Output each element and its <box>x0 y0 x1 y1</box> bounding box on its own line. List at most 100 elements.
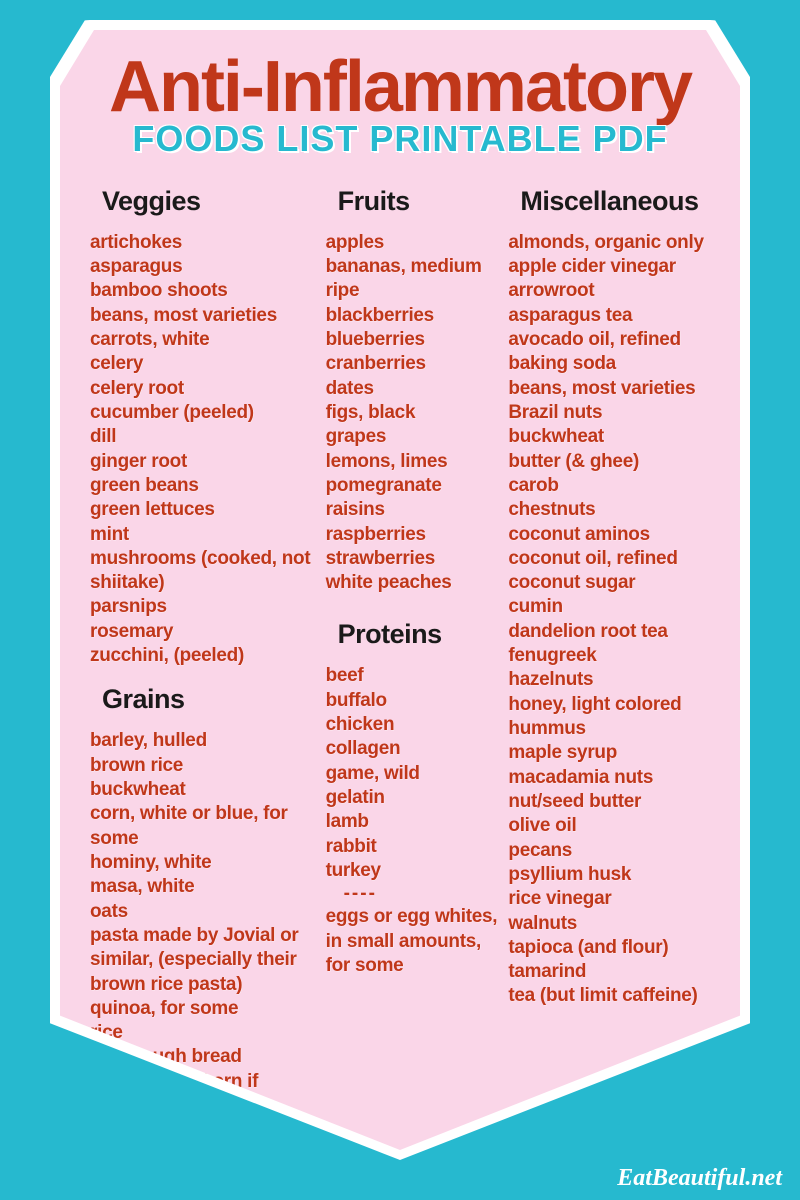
list-veggies: artichokesasparagusbamboo shootsbeans, m… <box>90 231 316 669</box>
list-item: bananas, medium ripe <box>326 255 499 304</box>
list-grains: barley, hulledbrown ricebuckwheatcorn, w… <box>90 729 316 1118</box>
list-item: artichokes <box>90 231 316 255</box>
list-item: walnuts <box>508 912 710 936</box>
list-item: beef <box>326 664 499 688</box>
list-item: avocado oil, refined <box>508 328 710 352</box>
list-item: Brazil nuts <box>508 401 710 425</box>
list-item: cranberries <box>326 352 499 376</box>
shield-container: Anti-Inflammatory FOODS LIST PRINTABLE P… <box>50 20 750 1160</box>
list-item: parsnips <box>90 595 316 619</box>
list-item: corn, white or blue, for some <box>90 802 316 851</box>
list-item: honey, light colored <box>508 693 710 717</box>
list-item: almonds, organic only <box>508 231 710 255</box>
heading-veggies: Veggies <box>102 186 316 217</box>
list-proteins-b: eggs or egg whites, in small amounts, fo… <box>326 905 499 978</box>
list-item: green beans <box>90 474 316 498</box>
list-item: tea (but limit caffeine) <box>508 984 710 1008</box>
list-item: cucumber (peeled) <box>90 401 316 425</box>
list-item: carrots, white <box>90 328 316 352</box>
list-item: turkey <box>326 859 499 883</box>
list-item: game, wild <box>326 762 499 786</box>
list-item: bamboo shoots <box>90 279 316 303</box>
list-item: rabbit <box>326 835 499 859</box>
heading-proteins: Proteins <box>338 619 499 650</box>
list-item: tamarind <box>508 960 710 984</box>
shield-inner: Anti-Inflammatory FOODS LIST PRINTABLE P… <box>60 30 740 1150</box>
list-item: chicken <box>326 713 499 737</box>
list-item: raspberries <box>326 523 499 547</box>
list-item: rosemary <box>90 620 316 644</box>
list-item: brown rice <box>90 754 316 778</box>
column-3: Miscellaneous almonds, organic onlyapple… <box>508 178 710 1098</box>
list-item: blackberries <box>326 304 499 328</box>
list-item: mushrooms (cooked, not shiitake) <box>90 547 316 596</box>
list-item: ginger root <box>90 450 316 474</box>
heading-misc: Miscellaneous <box>520 186 710 217</box>
list-item: beans, most varieties <box>508 377 710 401</box>
list-item: grapes <box>326 425 499 449</box>
title-main: Anti-Inflammatory <box>90 55 710 120</box>
list-item: olive oil <box>508 814 710 838</box>
list-item: raisins <box>326 498 499 522</box>
list-item: pecans <box>508 839 710 863</box>
list-item: quinoa, for some <box>90 997 316 1021</box>
list-item: celery <box>90 352 316 376</box>
list-item: eggs or egg whites, in small amounts, fo… <box>326 905 499 978</box>
site-credit: EatBeautiful.net <box>617 1165 782 1192</box>
list-item: macadamia nuts <box>508 766 710 790</box>
list-item: beans, most varieties <box>90 304 316 328</box>
column-2: Fruits applesbananas, medium ripeblackbe… <box>326 178 499 1098</box>
list-item: pomegranate <box>326 474 499 498</box>
list-item: asparagus <box>90 255 316 279</box>
list-item: buckwheat <box>508 425 710 449</box>
list-item: gelatin <box>326 786 499 810</box>
list-item: hominy, white <box>90 851 316 875</box>
list-item: apple cider vinegar <box>508 255 710 279</box>
list-item: baking soda <box>508 352 710 376</box>
list-item: pasta made by Jovial or similar, (especi… <box>90 924 316 997</box>
list-misc: almonds, organic onlyapple cider vinegar… <box>508 231 710 1009</box>
list-item: collagen <box>326 737 499 761</box>
list-item: psyllium husk <box>508 863 710 887</box>
list-item: asparagus tea <box>508 304 710 328</box>
list-item: buckwheat <box>90 778 316 802</box>
list-item: fenugreek <box>508 644 710 668</box>
column-1: Veggies artichokesasparagusbamboo shoots… <box>90 178 316 1098</box>
list-item: lamb <box>326 810 499 834</box>
list-item: cumin <box>508 595 710 619</box>
list-item: buffalo <box>326 689 499 713</box>
list-proteins-a: beefbuffalochickencollagengame, wildgela… <box>326 664 499 883</box>
list-item: blueberries <box>326 328 499 352</box>
list-item: carob <box>508 474 710 498</box>
columns: Veggies artichokesasparagusbamboo shoots… <box>90 178 710 1098</box>
list-item: barley, hulled <box>90 729 316 753</box>
list-item: butter (& ghee) <box>508 450 710 474</box>
heading-grains: Grains <box>102 684 316 715</box>
list-item: coconut sugar <box>508 571 710 595</box>
list-item: lemons, limes <box>326 450 499 474</box>
list-item: coconut aminos <box>508 523 710 547</box>
list-item: celery root <box>90 377 316 401</box>
list-item: dates <box>326 377 499 401</box>
list-item: rice vinegar <box>508 887 710 911</box>
list-item: maple syrup <box>508 741 710 765</box>
list-item: dill <box>90 425 316 449</box>
list-item: hummus <box>508 717 710 741</box>
list-item: white peaches <box>326 571 499 595</box>
list-item: coconut oil, refined <box>508 547 710 571</box>
list-item: oats <box>90 900 316 924</box>
title-sub: FOODS LIST PRINTABLE PDF <box>90 118 710 160</box>
list-item: hazelnuts <box>508 668 710 692</box>
list-item: masa, white <box>90 875 316 899</box>
list-item: apples <box>326 231 499 255</box>
list-item: dandelion root tea <box>508 620 710 644</box>
list-item: tapioca (and flour) <box>508 936 710 960</box>
list-item: nut/seed butter <box>508 790 710 814</box>
proteins-divider: ---- <box>344 883 499 905</box>
list-item: green lettuces <box>90 498 316 522</box>
list-fruits: applesbananas, medium ripeblackberriesbl… <box>326 231 499 596</box>
heading-fruits: Fruits <box>338 186 499 217</box>
list-item: arrowroot <box>508 279 710 303</box>
list-item: figs, black <box>326 401 499 425</box>
list-item: chestnuts <box>508 498 710 522</box>
